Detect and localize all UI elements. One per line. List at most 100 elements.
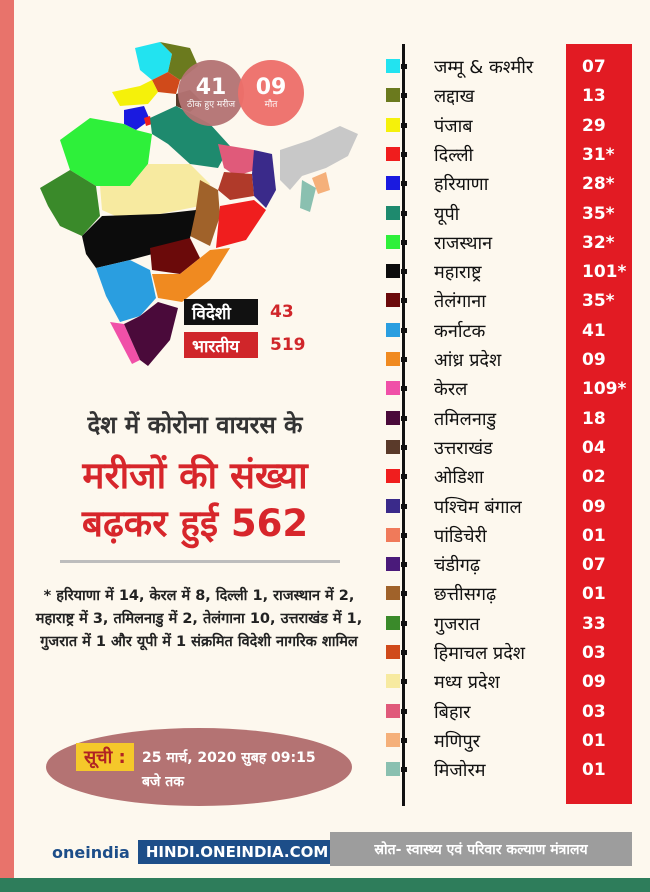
state-case-count: 101* <box>582 262 627 283</box>
headline-line3: बढ़कर हुई 562 <box>81 502 309 545</box>
state-case-count: 09 <box>582 350 606 370</box>
date-text: 25 मार्च, 2020 सुबह 09:15 बजे तक <box>142 750 316 790</box>
map-karnataka <box>96 260 156 322</box>
indian-tag: भारतीय <box>184 332 258 358</box>
state-tick <box>401 210 407 216</box>
state-row: बिहार 03 <box>386 700 636 729</box>
foreign-nationals-note: * हरियाणा में 14, केरल में 8, दिल्ली 1, … <box>35 588 363 650</box>
state-name: दिल्ली <box>434 144 474 166</box>
state-color-swatch <box>386 381 400 396</box>
state-name: आंध्र प्रदेश <box>434 350 502 371</box>
state-row: उत्तराखंड 04 <box>386 436 636 465</box>
state-row: राजस्थान 32* <box>386 231 636 260</box>
map-mizoram <box>300 180 316 212</box>
state-name: उत्तराखंड <box>434 437 493 459</box>
state-row: मणिपुर 01 <box>386 729 636 758</box>
brand-url: HINDI.ONEINDIA.COM <box>137 840 337 864</box>
state-case-count: 09 <box>582 496 606 517</box>
state-case-count: 35* <box>582 291 615 312</box>
state-color-swatch <box>386 205 400 220</box>
state-color-swatch <box>386 117 400 132</box>
state-tick <box>401 64 407 69</box>
state-name: महाराष्ट्र <box>434 262 482 284</box>
map-chhattisgarh <box>190 180 220 246</box>
state-case-count: 01 <box>582 525 606 546</box>
state-name: केरल <box>434 379 468 401</box>
state-row: गुजरात 33 <box>386 612 636 641</box>
map-manipur <box>312 172 330 194</box>
state-row: आंध्र प्रदेश 09 <box>386 348 636 377</box>
state-tick <box>401 532 407 538</box>
state-tick <box>401 737 407 743</box>
state-color-swatch <box>386 322 400 337</box>
state-case-count: 03 <box>582 701 606 722</box>
state-tick <box>401 93 407 99</box>
state-row: हिमाचल प्रदेश 03 <box>386 641 636 670</box>
state-name: मिजोरम <box>434 760 486 782</box>
state-tick <box>401 151 407 157</box>
state-tick <box>401 620 407 626</box>
map-west-bengal <box>252 150 276 208</box>
headline-main: मरीजों की संख्या बढ़कर हुई 562 <box>30 452 360 548</box>
brand: oneindia HINDI.ONEINDIA.COM <box>52 840 337 864</box>
india-map <box>40 42 358 366</box>
map-jharkhand <box>218 172 254 200</box>
state-name: बिहार <box>434 701 471 723</box>
headline-line2: मरीजों की संख्या <box>82 454 308 497</box>
state-color-swatch <box>386 88 400 103</box>
state-color-swatch <box>386 410 400 425</box>
foreign-count: 43 <box>270 302 294 322</box>
state-name: पंजाब <box>434 115 473 137</box>
bottom-accent-strip <box>0 878 650 892</box>
state-color-swatch <box>386 146 400 161</box>
state-name: हरियाणा <box>434 174 489 196</box>
map-bihar <box>218 144 262 176</box>
values-column <box>566 44 632 804</box>
map-haryana <box>124 106 150 130</box>
state-color-swatch <box>386 234 400 249</box>
left-accent-strip <box>0 0 14 878</box>
map-northeast <box>280 126 358 190</box>
state-color-swatch <box>386 732 400 747</box>
state-case-count: 31* <box>582 144 615 165</box>
state-case-count: 01 <box>582 584 606 605</box>
state-row: तमिलनाडु 18 <box>386 407 636 436</box>
map-up <box>150 106 230 168</box>
state-case-count: 33 <box>582 613 606 634</box>
state-case-count: 02 <box>582 467 606 488</box>
state-tick <box>401 239 407 245</box>
state-color-swatch <box>386 586 400 601</box>
date-label: सूची : <box>76 743 134 771</box>
state-row: चंडीगढ़ 07 <box>386 553 636 582</box>
state-row: हरियाणा 28* <box>386 172 636 201</box>
map-kerala <box>110 322 140 364</box>
state-case-count: 109* <box>582 379 627 400</box>
state-row: छत्तीसगढ़ 01 <box>386 582 636 611</box>
state-row: तेलंगाना 35* <box>386 289 636 318</box>
state-tick <box>401 650 407 655</box>
state-color-swatch <box>386 674 400 689</box>
state-tick <box>401 444 407 450</box>
map-odisha <box>216 200 266 248</box>
state-name: पांडिचेरी <box>434 525 487 547</box>
state-row: पश्चिम बंगाल 09 <box>386 495 636 524</box>
state-row: लद्दाख 13 <box>386 84 636 113</box>
state-color-swatch <box>386 527 400 542</box>
state-case-count: 07 <box>582 57 606 77</box>
source-credit: स्रोत- स्वास्थ्य एवं परिवार कल्याण मंत्र… <box>330 832 632 866</box>
state-case-count: 07 <box>582 555 606 576</box>
state-case-count: 13 <box>582 86 606 107</box>
state-name: चंडीगढ़ <box>434 555 480 577</box>
deaths-badge: 09 मौत <box>238 60 304 126</box>
deaths-label: मौत <box>264 100 278 110</box>
state-tick <box>401 327 407 333</box>
state-row: पांडिचेरी 01 <box>386 524 636 553</box>
state-color-swatch <box>386 293 400 308</box>
state-tick <box>401 708 407 714</box>
list-timeline-line <box>402 44 405 806</box>
state-name: गुजरात <box>434 613 480 635</box>
recovered-badge: 41 ठीक हुए मरीज <box>178 60 244 126</box>
state-row: ओडिशा 02 <box>386 465 636 494</box>
divider <box>60 560 340 563</box>
state-color-swatch <box>386 439 400 454</box>
